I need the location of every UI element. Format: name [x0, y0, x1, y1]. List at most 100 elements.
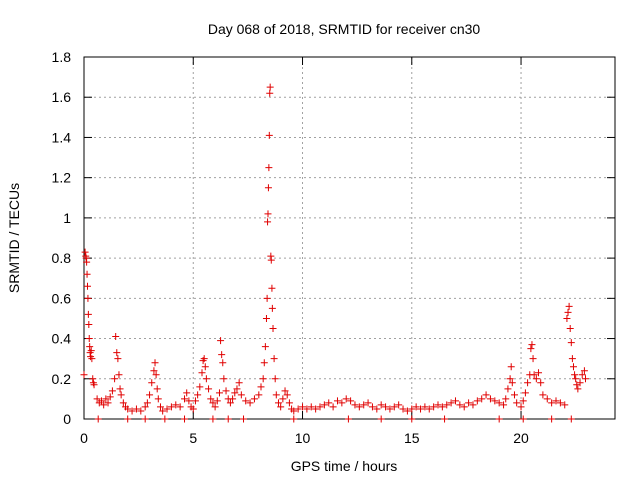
x-tick-label: 10: [295, 430, 311, 446]
data-point: [312, 405, 320, 413]
data-point: [569, 363, 577, 371]
data-point: [543, 395, 551, 403]
data-point: [257, 383, 265, 391]
data-point: [156, 403, 164, 411]
data-point: [102, 395, 110, 403]
data-point: [124, 405, 132, 413]
data-point: [390, 403, 398, 411]
data-point: [151, 359, 159, 367]
data-point: [482, 391, 490, 399]
data-point: [355, 403, 363, 411]
data-point: [132, 405, 140, 413]
y-tick-label: 0: [63, 411, 71, 427]
data-point: [382, 403, 390, 411]
data-point: [438, 403, 446, 411]
data-point: [513, 399, 521, 407]
data-point: [270, 355, 278, 363]
data-point: [266, 83, 274, 91]
data-point: [250, 395, 258, 403]
data-point: [521, 389, 529, 397]
data-point: [508, 379, 516, 387]
data-point: [224, 415, 232, 423]
data-point: [537, 379, 545, 387]
y-tick-label: 1.2: [52, 170, 72, 186]
data-point: [548, 399, 556, 407]
data-point: [576, 379, 584, 387]
data-point: [417, 405, 425, 413]
data-point: [207, 395, 215, 403]
data-point: [495, 399, 503, 407]
data-point: [128, 407, 136, 415]
data-point: [85, 335, 93, 343]
data-point: [263, 294, 271, 302]
data-point: [451, 397, 459, 405]
y-tick-label: 1.8: [52, 49, 72, 65]
data-point: [113, 349, 121, 357]
data-point: [447, 399, 455, 407]
x-axis-title: GPS time / hours: [291, 458, 398, 474]
data-point: [269, 325, 277, 332]
y-tick-label: 1: [63, 210, 71, 226]
data-point: [469, 401, 477, 409]
data-point: [281, 387, 289, 395]
data-point: [222, 387, 230, 395]
tick-layer: [83, 56, 615, 420]
data-point: [115, 371, 123, 379]
data-point: [183, 389, 191, 397]
data-point: [294, 405, 302, 413]
data-point: [198, 369, 206, 377]
data-point: [325, 399, 333, 407]
data-point: [421, 403, 429, 411]
data-point: [268, 304, 276, 312]
y-tick-label: 1.4: [52, 129, 72, 145]
data-point: [84, 310, 92, 318]
data-point: [386, 405, 394, 413]
data-point: [83, 270, 91, 278]
data-point: [568, 355, 576, 363]
data-point: [412, 403, 420, 411]
data-point: [408, 405, 416, 413]
data-point: [97, 397, 105, 405]
data-point: [272, 391, 280, 399]
data-point: [502, 395, 510, 403]
data-point: [338, 399, 346, 407]
data-point: [88, 355, 96, 363]
data-point: [580, 367, 588, 375]
data-point: [517, 403, 525, 411]
data-point: [90, 381, 98, 389]
data-point: [283, 391, 291, 399]
data-point: [201, 363, 209, 371]
data-point: [566, 325, 574, 332]
x-tick-label: 15: [404, 430, 420, 446]
data-point: [460, 403, 468, 411]
data-point: [259, 375, 267, 383]
data-point: [209, 399, 217, 407]
data-point: [161, 415, 169, 423]
data-point: [153, 385, 161, 393]
data-point: [572, 375, 580, 383]
data-point: [260, 359, 268, 367]
data-point: [486, 395, 494, 403]
data-point: [219, 359, 227, 367]
data-point: [443, 401, 451, 409]
data-point: [548, 415, 556, 423]
data-point: [264, 184, 272, 192]
data-point: [456, 401, 464, 409]
y-tick-label: 0.6: [52, 290, 72, 306]
x-tick-label: 5: [189, 430, 197, 446]
data-point: [377, 415, 385, 423]
data-point: [264, 218, 272, 226]
data-point: [191, 397, 199, 405]
data-point: [205, 385, 213, 393]
data-point: [344, 415, 352, 423]
data-point: [87, 347, 95, 355]
data-point: [218, 351, 226, 359]
data-point: [342, 395, 350, 403]
data-point: [434, 401, 442, 409]
data-point: [84, 294, 92, 302]
data-point: [81, 248, 89, 256]
data-point: [265, 131, 273, 139]
data-point: [279, 395, 287, 403]
plot-frame: [83, 56, 616, 420]
